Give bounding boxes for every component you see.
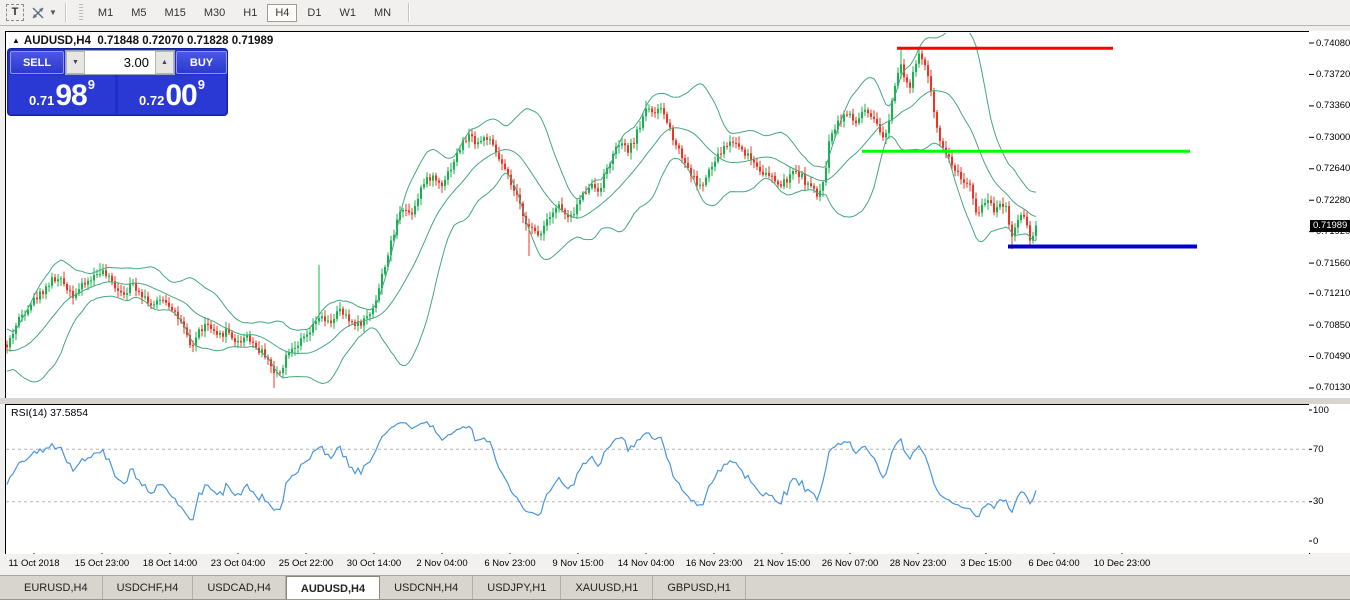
dropdown-caret-icon[interactable]: ▼ (49, 8, 57, 17)
sell-price-big: 98 (55, 79, 87, 112)
chart-tab-xauusd-h1[interactable]: XAUUSD,H1 (561, 576, 654, 600)
rsi-tick-label: 100 (1313, 404, 1329, 416)
open-value: 0.71848 (97, 35, 139, 47)
toolbar-separator-2 (408, 3, 411, 22)
high-value: 0.72070 (142, 35, 184, 47)
time-tick-label: 25 Oct 22:00 (278, 558, 334, 569)
buy-price-small: 0.72 (139, 93, 165, 108)
timeframe-button-m1[interactable]: M1 (97, 6, 114, 19)
price-tick-label: 0.71210 (1316, 288, 1350, 300)
timeframe-button-h1[interactable]: H1 (243, 6, 258, 19)
toolbar-grip[interactable] (78, 3, 83, 22)
chart-tab-gbpusd-h1[interactable]: GBPUSD,H1 (653, 576, 746, 600)
symbol-label: AUDUSD,H4 (23, 35, 92, 47)
chart-tab-usdjpy-h1[interactable]: USDJPY,H1 (473, 576, 562, 600)
buy-price-panel[interactable]: 0.72 00 9 (118, 75, 226, 114)
rsi-tick-label: 70 (1313, 443, 1324, 455)
time-tick-label: 16 Nov 23:00 (685, 558, 743, 569)
chart-tab-usdcad-h4[interactable]: USDCAD,H4 (193, 576, 286, 600)
price-tick-label: 0.70850 (1316, 319, 1350, 331)
close-value: 0.71989 (231, 35, 274, 47)
current-price-badge: 0.71989 (1310, 219, 1350, 232)
time-tick-label: 15 Oct 23:00 (74, 558, 130, 569)
time-tick-label: 6 Nov 23:00 (484, 558, 536, 569)
volume-stepper: ▼ 3.00 ▲ (65, 50, 175, 75)
low-value: 0.71828 (186, 35, 229, 47)
price-tick-label: 0.72280 (1316, 194, 1350, 206)
time-tick-label: 18 Oct 14:00 (142, 558, 198, 569)
price-tick-label: 0.74080 (1316, 37, 1350, 49)
pane-splitter[interactable] (0, 398, 1350, 404)
rsi-tick-label: 30 (1313, 496, 1324, 508)
time-tick-label: 14 Nov 04:00 (617, 558, 675, 569)
price-tick-label: 0.73000 (1316, 131, 1350, 143)
sell-price-panel[interactable]: 0.71 98 9 (9, 75, 115, 114)
time-tick-label: 30 Oct 14:00 (346, 558, 402, 569)
timeframe-button-h4[interactable]: H4 (267, 3, 298, 22)
chart-tab-usdchf-h4[interactable]: USDCHF,H4 (103, 576, 194, 600)
arrows-tool-icon[interactable] (28, 4, 48, 22)
toolbar-separator (64, 3, 67, 22)
time-tick-label: 28 Nov 23:00 (889, 558, 947, 569)
chart-tab-eurusd-h4[interactable]: EURUSD,H4 (10, 576, 103, 600)
time-tick-label: 2 Nov 04:00 (416, 558, 468, 569)
time-tick-label: 11 Oct 2018 (8, 558, 60, 569)
text-tool-button[interactable]: T (6, 4, 24, 21)
price-axis[interactable] (1309, 31, 1350, 553)
timeframe-button-mn[interactable]: MN (373, 6, 392, 19)
timeframe-button-m5[interactable]: M5 (131, 6, 147, 19)
time-tick-label: 23 Oct 04:00 (210, 558, 266, 569)
chart-tab-bar: EURUSD,H4 USDCHF,H4 USDCAD,H4 AUDUSD,H4 USDC… (0, 575, 1350, 600)
time-tick-label: 6 Dec 04:00 (1028, 558, 1080, 569)
price-tick-label: 0.71560 (1316, 257, 1350, 269)
price-tick-label: 0.72640 (1316, 163, 1350, 175)
time-tick-label: 3 Dec 15:00 (960, 558, 1012, 569)
chart-tab-usdcnh-h4[interactable]: USDCNH,H4 (380, 576, 474, 600)
timeframe-button-m15[interactable]: M15 (164, 6, 186, 19)
rsi-tick-label: 0 (1313, 535, 1319, 547)
sell-price-small: 0.71 (29, 93, 55, 108)
top-toolbar: T ▼ M1 M5 M15 M30 H1 H4 D1 W1 MN (0, 0, 1350, 26)
buy-button[interactable]: BUY (176, 51, 227, 74)
buy-price-sup: 9 (197, 77, 205, 92)
time-tick-label: 10 Dec 23:00 (1093, 558, 1151, 569)
time-tick-label: 26 Nov 07:00 (821, 558, 879, 569)
one-click-trading-widget: SELL ▼ 3.00 ▲ BUY 0.71 98 9 0.72 00 9 (8, 49, 227, 115)
chart-ohlc-header: ▲ AUDUSD,H4 0.71848 0.72070 0.71828 0.719… (12, 35, 273, 47)
buy-price-big: 00 (165, 79, 197, 112)
sell-button[interactable]: SELL (10, 51, 64, 74)
timeframe-group: M1 M5 M15 M30 H1 H4 D1 W1 MN (89, 3, 400, 22)
volume-increase-button[interactable]: ▲ (155, 51, 174, 74)
rsi-indicator-label: RSI(14) 37.5854 (11, 407, 89, 419)
chart-tab-audusd-h4[interactable]: AUDUSD,H4 (285, 576, 381, 600)
timeframe-button-m30[interactable]: M30 (203, 6, 226, 19)
rsi-indicator-pane[interactable] (5, 404, 1310, 555)
volume-input[interactable]: 3.00 (123, 55, 149, 70)
price-tick-label: 0.71920 (1316, 226, 1350, 238)
collapse-triangle-icon[interactable]: ▲ (12, 36, 20, 45)
price-tick-label: 0.70490 (1316, 351, 1350, 363)
volume-decrease-button[interactable]: ▼ (66, 51, 85, 74)
time-tick-label: 21 Nov 15:00 (753, 558, 811, 569)
price-tick-label: 0.73360 (1316, 100, 1350, 112)
timeframe-button-d1[interactable]: D1 (307, 6, 322, 19)
time-axis[interactable]: 11 Oct 2018 15 Oct 23:00 18 Oct 14:00 23 Oc… (0, 554, 1350, 574)
sell-price-sup: 9 (87, 77, 95, 92)
price-tick-label: 0.73720 (1316, 68, 1350, 80)
timeframe-button-w1[interactable]: W1 (339, 6, 356, 19)
price-tick-label: 0.70130 (1316, 382, 1350, 394)
time-tick-label: 9 Nov 15:00 (552, 558, 604, 569)
